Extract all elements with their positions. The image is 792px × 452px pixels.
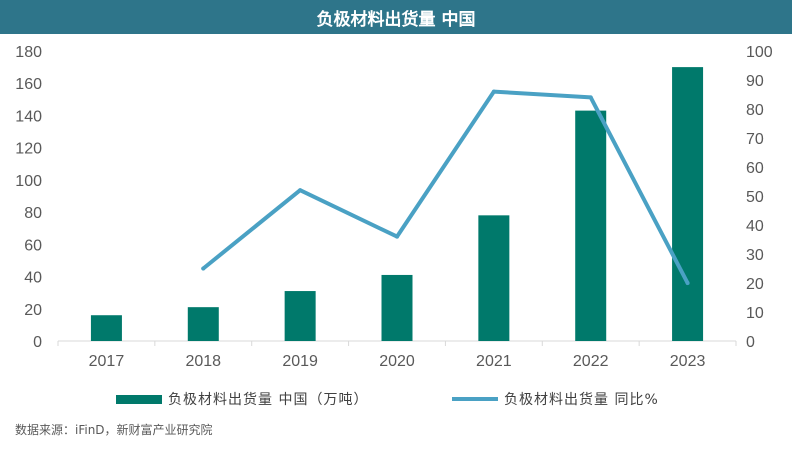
y-right-tick-label: 20 bbox=[746, 276, 764, 293]
y-left-tick-label: 140 bbox=[15, 108, 42, 125]
y-right-tick-label: 70 bbox=[746, 131, 764, 148]
x-tick-label: 2020 bbox=[379, 353, 415, 370]
y-left-tick-label: 0 bbox=[33, 334, 42, 351]
legend-label-bar: 负极材料出货量 中国（万吨） bbox=[168, 392, 369, 408]
x-tick-label: 2023 bbox=[670, 353, 706, 370]
chart-title: 负极材料出货量 中国 bbox=[0, 0, 792, 34]
y-left-tick-label: 120 bbox=[15, 141, 42, 158]
y-left-tick-label: 60 bbox=[24, 237, 42, 254]
x-tick-label: 2022 bbox=[573, 353, 609, 370]
bar bbox=[478, 215, 510, 341]
bar bbox=[187, 307, 219, 341]
yoy-point bbox=[685, 281, 690, 285]
y-right-tick-label: 50 bbox=[746, 189, 764, 206]
legend-label-line: 负极材料出货量 同比% bbox=[504, 392, 659, 408]
bar bbox=[284, 291, 316, 341]
yoy-point bbox=[298, 188, 303, 193]
legend-swatch-line bbox=[452, 397, 498, 401]
y-right-tick-label: 100 bbox=[746, 44, 773, 61]
x-tick-label: 2019 bbox=[282, 353, 318, 370]
yoy-line bbox=[201, 89, 690, 285]
yoy-point bbox=[491, 89, 496, 94]
source-note: 数据来源：iFinD，新财富产业研究院 bbox=[15, 423, 213, 437]
y-left-tick-label: 160 bbox=[15, 76, 42, 93]
bar bbox=[381, 274, 413, 341]
y-right-tick-label: 60 bbox=[746, 160, 764, 177]
y-right-tick-label: 90 bbox=[746, 73, 764, 90]
y-right-tick-label: 30 bbox=[746, 247, 764, 264]
bar bbox=[90, 315, 122, 341]
chart-plot-area: 0 20 40 60 80 100 120 140 160 180 0 10 20 30 40 50 60 70 8… bbox=[15, 44, 773, 370]
y-right-tick-label: 40 bbox=[746, 218, 764, 235]
x-tick-label: 2018 bbox=[185, 353, 221, 370]
legend-item-bar: 负极材料出货量 中国（万吨） bbox=[116, 387, 368, 411]
y-left-tick-label: 180 bbox=[15, 44, 42, 61]
y-right-tick-label: 80 bbox=[746, 102, 764, 119]
yoy-point bbox=[588, 95, 593, 100]
y-right-tick-label: 0 bbox=[746, 334, 755, 351]
legend-swatch-bar bbox=[116, 394, 162, 404]
y-left-tick-label: 80 bbox=[24, 205, 42, 222]
bar bbox=[575, 110, 607, 341]
x-tick-label: 2021 bbox=[476, 353, 512, 370]
bar bbox=[672, 67, 704, 341]
chart-legend: 负极材料出货量 中国（万吨） 负极材料出货量 同比% bbox=[0, 387, 792, 411]
x-tick-label: 2017 bbox=[89, 353, 125, 370]
y-left-tick-label: 100 bbox=[15, 173, 42, 190]
yoy-point bbox=[395, 234, 399, 239]
y-left-tick-label: 20 bbox=[24, 302, 42, 319]
legend-item-line: 负极材料出货量 同比% bbox=[452, 387, 659, 411]
yoy-point bbox=[201, 266, 206, 271]
y-left-tick-label: 40 bbox=[24, 270, 42, 287]
y-right-tick-label: 10 bbox=[746, 305, 764, 322]
